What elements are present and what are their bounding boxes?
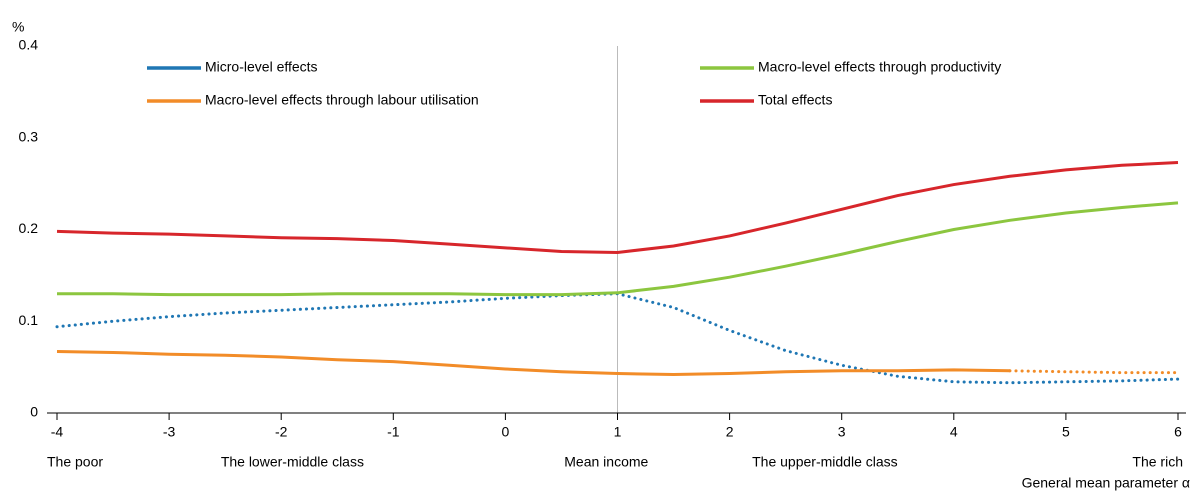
legend-label: Total effects <box>758 92 832 108</box>
legend-label: Macro-level effects through productivity <box>758 59 1001 75</box>
series-line <box>1008 369 1180 375</box>
x-tick-label: 5 <box>1062 424 1070 440</box>
x-tick-label: 2 <box>726 424 734 440</box>
x-annotation: The upper-middle class <box>752 454 898 470</box>
x-annotation: The poor <box>47 454 103 470</box>
x-tick-label: -3 <box>163 424 176 440</box>
x-tick-label: 0 <box>502 424 510 440</box>
y-tick-label: 0 <box>30 404 38 420</box>
x-tick-label: 1 <box>614 424 622 440</box>
x-annotation: The rich <box>1132 454 1183 470</box>
x-annotation: Mean income <box>564 454 648 470</box>
series-line <box>56 161 1179 254</box>
legend-label: Macro-level effects through labour utili… <box>205 92 479 108</box>
series-line <box>56 350 1010 376</box>
y-tick-label: 0.2 <box>19 220 39 236</box>
x-tick-label: 3 <box>838 424 846 440</box>
y-unit: % <box>12 19 24 35</box>
y-tick-label: 0.3 <box>19 128 39 144</box>
y-tick-label: 0.1 <box>19 312 39 328</box>
x-annotation: The lower-middle class <box>221 454 364 470</box>
x-tick-label: -1 <box>387 424 400 440</box>
x-tick-label: 6 <box>1174 424 1182 440</box>
x-axis-label: General mean parameter α <box>1022 475 1190 491</box>
x-tick-label: 4 <box>950 424 958 440</box>
x-tick-label: -4 <box>51 424 64 440</box>
x-tick-label: -2 <box>275 424 288 440</box>
series-line <box>57 201 1179 297</box>
legend-label: Micro-level effects <box>205 59 318 75</box>
y-tick-label: 0.4 <box>19 37 39 53</box>
